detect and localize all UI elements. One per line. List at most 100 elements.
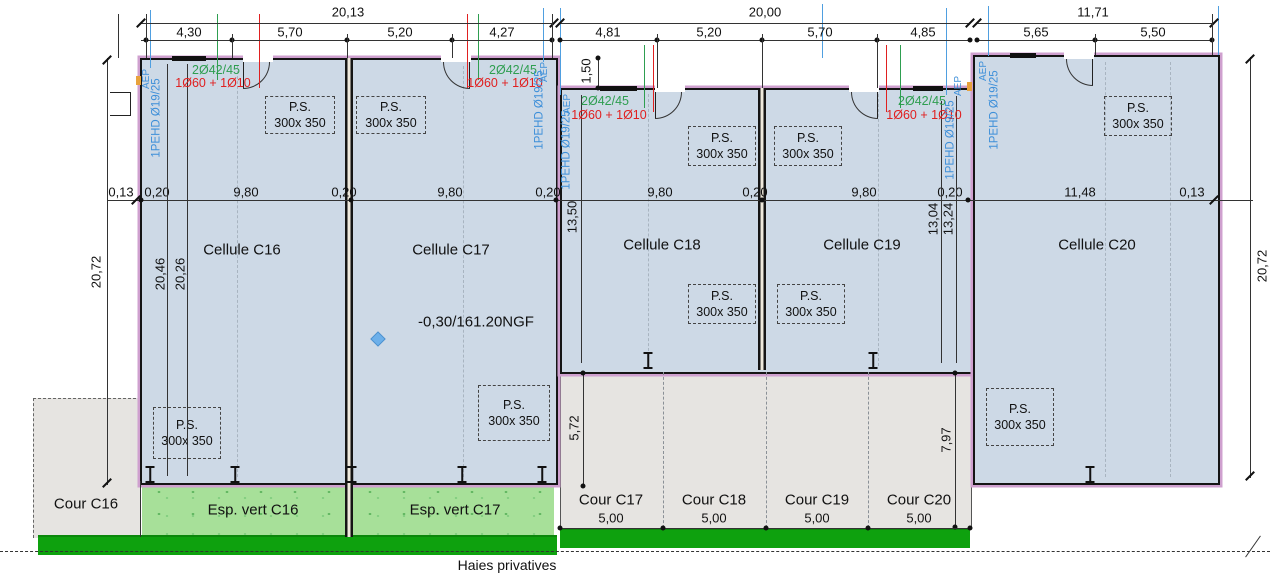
pehd-pipe-line: [560, 8, 561, 95]
ps-box-c20-top: P.S. 300x 350: [1104, 96, 1172, 136]
pehd-label: 1PEHD Ø19/25: [988, 70, 1001, 150]
cell-label-c19: Cellule C19: [823, 236, 901, 254]
dim-line-v: [583, 372, 584, 486]
dim-dot: [660, 525, 666, 531]
dim-mid: 11,48: [1064, 184, 1096, 200]
column-icon: [1085, 466, 1095, 483]
ps-size: 300x 350: [274, 115, 326, 130]
wall-lintel: [1010, 53, 1036, 58]
cell-label-c16: Cellule C16: [203, 241, 281, 259]
dim-v-c19b: 13,24: [940, 202, 956, 236]
dim-v-c18: 13,50: [564, 200, 580, 234]
dim-seg: 5,20: [387, 24, 413, 40]
aep-label: AEP: [539, 61, 550, 83]
cour-label-c20: Cour C20: [886, 491, 952, 509]
dim-dot: [952, 370, 958, 376]
pehd-label: 1PEHD Ø19/25: [150, 78, 163, 158]
ps-size: 300x 350: [365, 115, 417, 130]
column-icon: [643, 352, 653, 369]
ps-label: P.S.: [502, 398, 525, 413]
dim-mid: 0,13: [1179, 184, 1205, 200]
dim-ext: [1212, 14, 1213, 55]
dim-v-left: 20,72: [88, 255, 104, 289]
conduit-note-green: 2Ø42/45: [192, 62, 240, 77]
ps-size: 300x 350: [782, 146, 834, 161]
dim-ext: [877, 34, 878, 88]
dim-line: [560, 40, 970, 41]
door-opening: [1064, 51, 1094, 59]
ps-size: 300x 350: [488, 413, 540, 428]
dim-dot: [557, 525, 563, 531]
ps-box-c17-top: P.S. 300x 350: [356, 96, 426, 134]
conduit-note-red: 1Ø60 + 1Ø10: [571, 107, 647, 122]
ps-label: P.S.: [710, 289, 733, 304]
cour-label-c18: Cour C18: [681, 491, 747, 509]
cell-label-c20: Cellule C20: [1058, 236, 1136, 254]
dim-ext: [452, 34, 453, 58]
cell-label-c17: Cellule C17: [412, 241, 490, 259]
pehd-label: 1PEHD Ø19/25: [944, 100, 957, 180]
dim-dot: [952, 524, 958, 530]
cour-c16-area: [33, 398, 141, 538]
exterior-door-icon: [110, 92, 131, 116]
cour-dim-c18: 5,00: [701, 510, 727, 526]
dim-seg: 5,70: [277, 24, 303, 40]
dim-dot: [967, 37, 973, 43]
pehd-pipe-line: [150, 10, 151, 68]
door-opening: [849, 84, 879, 92]
door-leaf: [877, 92, 878, 118]
dim-ext: [762, 34, 763, 88]
wall-lintel: [913, 86, 943, 91]
property-line: [0, 551, 1270, 552]
axis-line: [463, 66, 464, 477]
dim-dot: [865, 525, 871, 531]
axis-line: [1105, 62, 1106, 477]
conduit-note-red: 1Ø60 + 1Ø10: [886, 107, 962, 122]
dim-line-v: [941, 101, 942, 363]
dim-dot: [974, 37, 980, 43]
axis-line: [237, 66, 238, 477]
cour-label-c17: Cour C17: [578, 491, 644, 509]
column-icon: [868, 352, 878, 369]
ps-size: 300x 350: [696, 304, 748, 319]
dim-v-c16a: 20,46: [152, 257, 168, 291]
dim-mid: 9,80: [437, 184, 463, 200]
conduit-line-red: [467, 14, 468, 88]
building-c18-c19: [560, 88, 974, 374]
dim-dot: [967, 525, 973, 531]
ps-label: P.S.: [379, 100, 402, 115]
ps-label: P.S.: [175, 418, 198, 433]
ps-size: 300x 350: [785, 304, 837, 319]
cour-dim-c20: 5,00: [906, 510, 932, 526]
dim-dot: [348, 197, 354, 203]
dim-dot: [595, 55, 601, 61]
dim-line-v: [955, 372, 956, 528]
dim-seg: 4,27: [489, 24, 515, 40]
dim-dot: [580, 483, 586, 489]
dim-line-v: [598, 58, 599, 88]
conduit-line-red: [886, 45, 887, 112]
dim-seg: 5,20: [696, 24, 722, 40]
dim-seg: 4,81: [595, 24, 621, 40]
aep-label: AEP: [978, 60, 989, 82]
dim-line-v: [167, 64, 168, 476]
conduit-note-red: 1Ø60 + 1Ø10: [467, 75, 543, 90]
dim-line-v: [107, 58, 108, 485]
dim-seg: 4,30: [176, 24, 202, 40]
dim-v-right: 20,72: [1254, 249, 1270, 283]
door-leaf: [469, 62, 470, 88]
ps-box-c16-top: P.S. 300x 350: [265, 96, 335, 134]
hedge-left: [38, 535, 557, 555]
dim-total-g2: 20,00: [748, 4, 782, 20]
conduit-note-green: 2Ø42/45: [489, 62, 537, 77]
dim-mid: 9,80: [233, 184, 259, 200]
conduit-line-green: [217, 14, 218, 80]
dim-mid: 0,20: [144, 184, 170, 200]
dim-v-c16b: 20,26: [172, 257, 188, 291]
conduit-note-red: 1Ø60 + 1Ø10: [175, 75, 251, 90]
axis-line: [1170, 62, 1171, 477]
dim-dot: [759, 197, 765, 203]
conduit-line-green: [478, 14, 479, 80]
dim-seg: 4,85: [910, 24, 936, 40]
ps-box-c20-bottom: P.S. 300x 350: [986, 388, 1054, 446]
